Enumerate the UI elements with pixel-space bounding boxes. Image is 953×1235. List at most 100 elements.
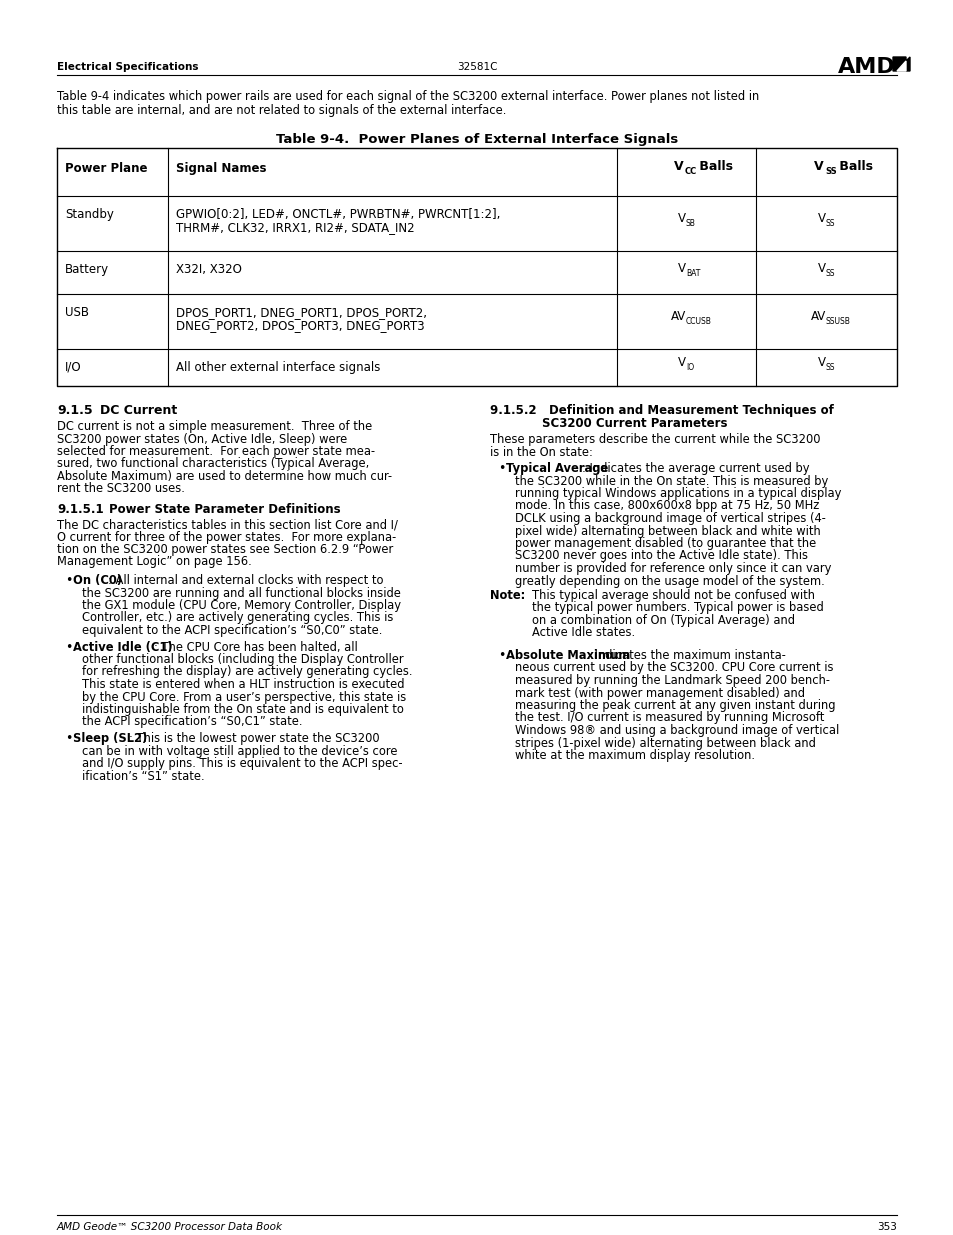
Text: I/O: I/O [65, 361, 82, 374]
Text: Table 9-4 indicates which power rails are used for each signal of the SC3200 ext: Table 9-4 indicates which power rails ar… [57, 90, 759, 103]
Text: tion on the SC3200 power states see Section 6.2.9 “Power: tion on the SC3200 power states see Sect… [57, 543, 393, 556]
Text: Typical Average: Typical Average [505, 462, 608, 475]
Text: All other external interface signals: All other external interface signals [175, 361, 380, 374]
Text: DC Current: DC Current [100, 404, 177, 417]
Text: 32581C: 32581C [456, 62, 497, 72]
Text: mark test (with power management disabled) and: mark test (with power management disable… [515, 687, 804, 699]
Text: : The CPU Core has been halted, all: : The CPU Core has been halted, all [153, 641, 357, 653]
Text: This typical average should not be confused with: This typical average should not be confu… [532, 589, 814, 601]
Text: Controller, etc.) are actively generating cycles. This is: Controller, etc.) are actively generatin… [82, 611, 393, 625]
Text: V: V [817, 357, 825, 369]
Text: •: • [497, 462, 505, 475]
Polygon shape [896, 61, 905, 70]
Text: this table are internal, and are not related to signals of the external interfac: this table are internal, and are not rel… [57, 104, 506, 117]
Text: sured, two functional characteristics (Typical Average,: sured, two functional characteristics (T… [57, 457, 369, 471]
Text: Absolute Maximum: Absolute Maximum [505, 650, 630, 662]
Text: GPWIO[0:2], LED#, ONCTL#, PWRBTN#, PWRCNT[1:2],: GPWIO[0:2], LED#, ONCTL#, PWRBTN#, PWRCN… [175, 207, 500, 221]
Text: •: • [65, 732, 72, 745]
Text: white at the maximum display resolution.: white at the maximum display resolution. [515, 748, 754, 762]
Text: indistinguishable from the On state and is equivalent to: indistinguishable from the On state and … [82, 703, 403, 716]
Text: the SC3200 are running and all functional blocks inside: the SC3200 are running and all functiona… [82, 587, 400, 599]
Text: Active Idle states.: Active Idle states. [532, 626, 635, 640]
Text: the test. I/O current is measured by running Microsoft: the test. I/O current is measured by run… [515, 711, 823, 725]
Text: THRM#, CLK32, IRRX1, RI2#, SDATA_IN2: THRM#, CLK32, IRRX1, RI2#, SDATA_IN2 [175, 221, 415, 233]
Text: 9.1.5: 9.1.5 [57, 404, 92, 417]
Text: the SC3200 while in the On state. This is measured by: the SC3200 while in the On state. This i… [515, 474, 827, 488]
Text: : This is the lowest power state the SC3200: : This is the lowest power state the SC3… [129, 732, 378, 745]
Text: Standby: Standby [65, 207, 113, 221]
Text: greatly depending on the usage model of the system.: greatly depending on the usage model of … [515, 574, 824, 588]
Text: rent the SC3200 uses.: rent the SC3200 uses. [57, 483, 185, 495]
Text: Electrical Specifications: Electrical Specifications [57, 62, 198, 72]
Text: measured by running the Landmark Speed 200 bench-: measured by running the Landmark Speed 2… [515, 674, 829, 687]
Text: the ACPI specification’s “S0,C1” state.: the ACPI specification’s “S0,C1” state. [82, 715, 302, 729]
Text: Note:: Note: [490, 589, 525, 601]
Text: other functional blocks (including the Display Controller: other functional blocks (including the D… [82, 653, 403, 666]
Text: SS: SS [825, 268, 835, 278]
Text: DC current is not a simple measurement.  Three of the: DC current is not a simple measurement. … [57, 420, 372, 433]
Text: Power Plane: Power Plane [65, 162, 148, 175]
Text: stripes (1-pixel wide) alternating between black and: stripes (1-pixel wide) alternating betwe… [515, 736, 815, 750]
Text: selected for measurement.  For each power state mea-: selected for measurement. For each power… [57, 445, 375, 458]
Text: can be in with voltage still applied to the device’s core: can be in with voltage still applied to … [82, 745, 397, 757]
Text: Signal Names: Signal Names [175, 162, 266, 175]
Text: 353: 353 [876, 1221, 896, 1233]
Text: These parameters describe the current while the SC3200: These parameters describe the current wh… [490, 433, 820, 446]
Text: running typical Windows applications in a typical display: running typical Windows applications in … [515, 487, 841, 500]
Text: X32I, X32O: X32I, X32O [175, 263, 242, 275]
Text: AMD: AMD [837, 57, 895, 77]
Text: •: • [65, 574, 72, 587]
Text: O current for three of the power states.  For more explana-: O current for three of the power states.… [57, 531, 395, 543]
Text: This state is entered when a HLT instruction is executed: This state is entered when a HLT instruc… [82, 678, 404, 692]
Text: CC: CC [684, 167, 697, 177]
Text: V: V [814, 161, 823, 173]
Text: CCUSB: CCUSB [685, 317, 711, 326]
Text: SSUSB: SSUSB [825, 317, 850, 326]
Text: for refreshing the display) are actively generating cycles.: for refreshing the display) are actively… [82, 666, 412, 678]
Text: AV: AV [810, 310, 825, 324]
Polygon shape [892, 57, 909, 70]
Text: SC3200 power states (On, Active Idle, Sleep) were: SC3200 power states (On, Active Idle, Sl… [57, 432, 347, 446]
Text: SS: SS [825, 220, 835, 228]
Text: DCLK using a background image of vertical stripes (4-: DCLK using a background image of vertica… [515, 513, 825, 525]
Text: The DC characteristics tables in this section list Core and I/: The DC characteristics tables in this se… [57, 517, 397, 531]
Text: DNEG_PORT2, DPOS_PORT3, DNEG_PORT3: DNEG_PORT2, DPOS_PORT3, DNEG_PORT3 [175, 319, 424, 332]
Text: Sleep (SL2): Sleep (SL2) [73, 732, 147, 745]
Text: V: V [817, 212, 825, 226]
Text: equivalent to the ACPI specification’s “S0,C0” state.: equivalent to the ACPI specification’s “… [82, 624, 382, 637]
Text: by the CPU Core. From a user’s perspective, this state is: by the CPU Core. From a user’s perspecti… [82, 690, 406, 704]
Text: pixel wide) alternating between black and white with: pixel wide) alternating between black an… [515, 525, 820, 537]
Text: V: V [678, 262, 685, 274]
Text: V: V [817, 262, 825, 274]
Text: power management disabled (to guarantee that the: power management disabled (to guarantee … [515, 537, 816, 550]
Text: IO: IO [685, 363, 694, 373]
Text: SC3200 Current Parameters: SC3200 Current Parameters [541, 417, 727, 430]
Text: : All internal and external clocks with respect to: : All internal and external clocks with … [109, 574, 383, 587]
Text: Active Idle (C1): Active Idle (C1) [73, 641, 172, 653]
Text: Windows 98® and using a background image of vertical: Windows 98® and using a background image… [515, 724, 839, 737]
Text: ification’s “S1” state.: ification’s “S1” state. [82, 769, 204, 783]
Text: the GX1 module (CPU Core, Memory Controller, Display: the GX1 module (CPU Core, Memory Control… [82, 599, 400, 613]
Text: BAT: BAT [685, 268, 700, 278]
Text: Management Logic” on page 156.: Management Logic” on page 156. [57, 556, 252, 568]
Text: On (C0): On (C0) [73, 574, 122, 587]
Text: mode. In this case, 800x600x8 bpp at 75 Hz, 50 MHz: mode. In this case, 800x600x8 bpp at 75 … [515, 499, 819, 513]
Text: and I/O supply pins. This is equivalent to the ACPI spec-: and I/O supply pins. This is equivalent … [82, 757, 402, 769]
Text: neous current used by the SC3200. CPU Core current is: neous current used by the SC3200. CPU Co… [515, 662, 833, 674]
Text: Battery: Battery [65, 263, 109, 275]
Text: the typical power numbers. Typical power is based: the typical power numbers. Typical power… [532, 601, 822, 615]
Text: is in the On state:: is in the On state: [490, 446, 592, 458]
Text: •: • [65, 641, 72, 653]
Text: number is provided for reference only since it can vary: number is provided for reference only si… [515, 562, 830, 576]
Text: •: • [497, 650, 505, 662]
Text: DPOS_PORT1, DNEG_PORT1, DPOS_PORT2,: DPOS_PORT1, DNEG_PORT1, DPOS_PORT2, [175, 306, 427, 319]
Text: V: V [678, 357, 685, 369]
Text: measuring the peak current at any given instant during: measuring the peak current at any given … [515, 699, 835, 713]
Text: Table 9-4.  Power Planes of External Interface Signals: Table 9-4. Power Planes of External Inte… [275, 133, 678, 146]
Text: Absolute Maximum) are used to determine how much cur-: Absolute Maximum) are used to determine … [57, 471, 392, 483]
Text: USB: USB [65, 306, 89, 319]
Text: 9.1.5.2   Definition and Measurement Techniques of: 9.1.5.2 Definition and Measurement Techn… [490, 404, 833, 417]
Text: 9.1.5.1: 9.1.5.1 [57, 503, 104, 516]
Text: Balls: Balls [834, 161, 872, 173]
Text: SC3200 never goes into the Active Idle state). This: SC3200 never goes into the Active Idle s… [515, 550, 807, 562]
